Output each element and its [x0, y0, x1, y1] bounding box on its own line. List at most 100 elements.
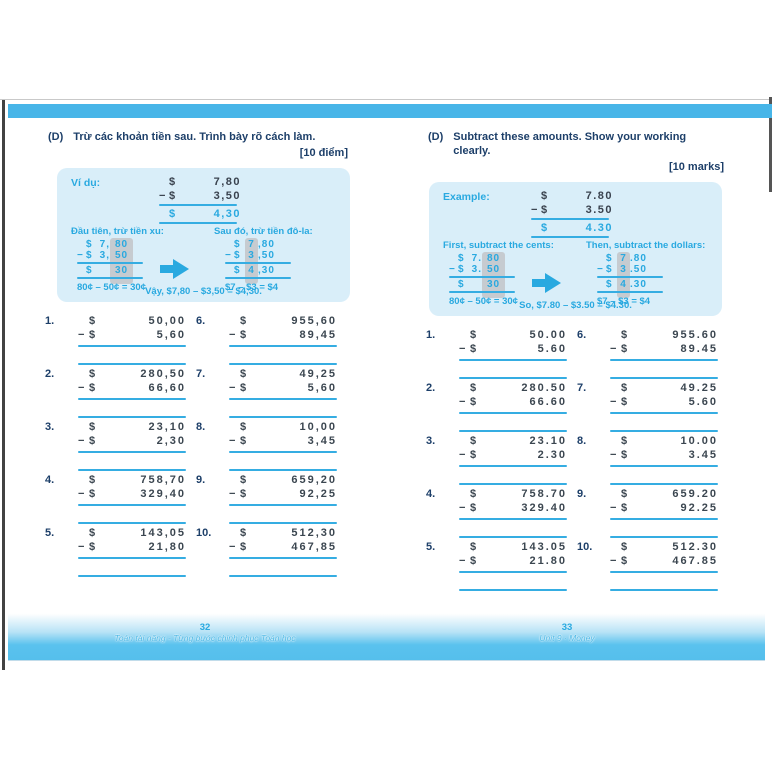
example-conclusion: Vậy, $7,80 – $3,50 = $4,30. — [145, 286, 262, 297]
answer-line — [78, 469, 186, 471]
problem-subtraction: $10,00 − $3,45 — [229, 420, 341, 473]
rule-line — [610, 412, 718, 414]
rule-line — [229, 557, 337, 559]
problem-number: 7. — [577, 382, 587, 394]
footer-bottom-hairline — [8, 660, 765, 661]
answer-line — [229, 469, 337, 471]
problem-block: 10. $512,30 − $467,85 — [196, 526, 347, 579]
minuend: 143,05 — [140, 527, 186, 539]
problem-block: 8. $10.00 − $3.45 — [577, 434, 728, 487]
currency-symbol: $ — [89, 527, 96, 539]
subtrahend: 92,25 — [299, 488, 337, 500]
currency-symbol: $ — [240, 329, 247, 341]
currency-symbol: $ — [89, 474, 96, 486]
problem-subtraction: $955,60 − $89,45 — [229, 314, 341, 367]
subtrahend: 5,60 — [307, 382, 337, 394]
minuend: 49,25 — [299, 368, 337, 380]
answer-line — [610, 430, 718, 432]
example-subtraction: $7.80 − $3.50 $4.30 — [531, 189, 615, 239]
page-top-hairline — [0, 99, 772, 100]
rule-line — [229, 398, 337, 400]
rule-line — [610, 465, 718, 467]
subtrahend: 92.25 — [680, 502, 718, 514]
rule-line — [78, 504, 186, 506]
header-color-band — [8, 104, 772, 118]
currency-symbol: $ — [470, 541, 477, 553]
currency-symbol: $ — [621, 435, 628, 447]
problem-number: 3. — [426, 435, 436, 447]
minus-sign: − — [229, 382, 236, 394]
problem-block: 7. $49.25 − $5.60 — [577, 381, 728, 434]
rule-line — [229, 504, 337, 506]
problem-subtraction: $659,20 − $92,25 — [229, 473, 341, 526]
problem-number: 8. — [196, 421, 206, 433]
answer-line — [459, 589, 567, 591]
rule-line — [459, 359, 567, 361]
dollars-highlight-bar — [245, 238, 258, 284]
problem-block: 8. $10,00 − $3,45 — [196, 420, 347, 473]
problem-block: 4. $758,70 − $329,40 — [45, 473, 196, 526]
rule-line — [78, 557, 186, 559]
currency-symbol: $ — [89, 488, 96, 500]
example-result: 4.30 — [585, 222, 613, 234]
minuend: 280.50 — [521, 382, 567, 394]
currency-symbol: $ — [89, 329, 96, 341]
currency-symbol: $ — [470, 382, 477, 394]
problem-subtraction: $49,25 − $5,60 — [229, 367, 341, 420]
subtrahend: 467.85 — [672, 555, 718, 567]
problem-number: 5. — [45, 527, 55, 539]
currency-symbol: $ — [240, 527, 247, 539]
dollars-highlight-bar — [617, 252, 630, 298]
currency-symbol: $ — [470, 502, 477, 514]
currency-symbol: $ — [240, 488, 247, 500]
problem-list: 1. $50,00 − $5,60 2. $280,50 − $66,60 3. $… — [45, 314, 386, 579]
arrow-right-icon — [160, 258, 190, 280]
rule-line — [229, 345, 337, 347]
subtrahend: 3,45 — [307, 435, 337, 447]
currency-symbol: $ — [621, 343, 628, 355]
problem-subtraction: $758,70 − $329,40 — [78, 473, 190, 526]
rule-line — [449, 291, 515, 293]
currency-symbol: $ — [470, 488, 477, 500]
problem-block: 6. $955,60 − $89,45 — [196, 314, 347, 367]
minuend: 10,00 — [299, 421, 337, 433]
subtrahend: 21,80 — [148, 541, 186, 553]
example-label: Example: — [443, 191, 490, 203]
rule-line — [229, 451, 337, 453]
section-title: Subtract these amounts. Show your workin… — [453, 131, 687, 157]
currency-symbol: $ — [470, 396, 477, 408]
currency-symbol: $ — [470, 329, 477, 341]
minus-sign: − — [78, 488, 85, 500]
problem-number: 2. — [45, 368, 55, 380]
problem-subtraction: $23.10 − $2.30 — [459, 434, 571, 487]
currency-symbol: $ — [89, 315, 96, 327]
rule-line — [597, 276, 663, 278]
minus-sign: − — [459, 343, 466, 355]
currency-symbol: $ — [240, 382, 247, 394]
subtrahend: 66.60 — [529, 396, 567, 408]
problem-number: 3. — [45, 421, 55, 433]
cents-equation: 80¢ – 50¢ = 30¢ — [449, 296, 518, 307]
footer-caption: Toán tài năng - Từng bước chinh phục Toá… — [114, 633, 296, 643]
answer-line — [459, 483, 567, 485]
currency-symbol: $ — [470, 435, 477, 447]
minus-sign: − — [78, 541, 85, 553]
cents-highlight-bar — [482, 252, 505, 298]
answer-line — [610, 536, 718, 538]
minuend: 23,10 — [148, 421, 186, 433]
answer-line — [229, 363, 337, 365]
footer-left: 32 Toán tài năng - Từng bước chinh phục … — [55, 622, 355, 644]
subtrahend: 2.30 — [537, 449, 567, 461]
currency-symbol: $ — [621, 541, 628, 553]
rule-line — [78, 345, 186, 347]
subtrahend: 329.40 — [521, 502, 567, 514]
minuend: 955.60 — [672, 329, 718, 341]
answer-line — [78, 416, 186, 418]
currency-symbol: $ — [470, 449, 477, 461]
example-box: Example: $7.80 − $3.50 $4.30 First, subtr… — [429, 182, 722, 316]
caption-subtract-dollars: Sau đó, trừ tiền đô-la: — [214, 226, 313, 237]
problem-block: 4. $758.70 − $329.40 — [426, 487, 577, 540]
rule-line — [159, 222, 237, 224]
cents-highlight-bar — [110, 238, 133, 284]
problem-subtraction: $758.70 − $329.40 — [459, 487, 571, 540]
